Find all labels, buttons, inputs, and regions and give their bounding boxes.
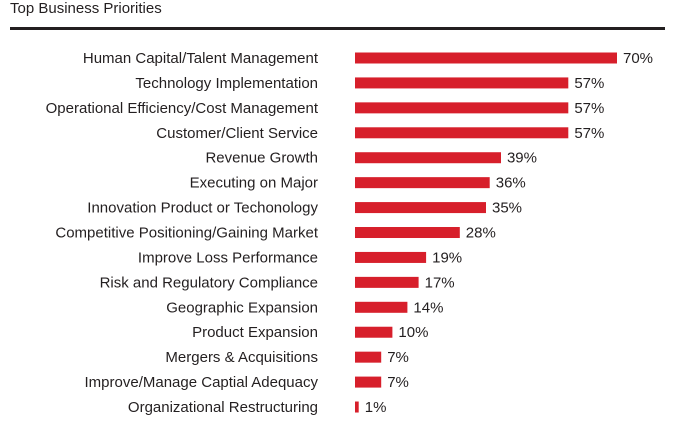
- category-label: Improve/Manage Captial Adequacy: [85, 374, 319, 391]
- value-label: 57%: [574, 125, 604, 142]
- category-label: Operational Efficiency/Cost Management: [46, 100, 319, 117]
- bar: [355, 77, 569, 89]
- category-label: Mergers & Acquisitions: [165, 349, 318, 366]
- category-label: Improve Loss Performance: [138, 249, 318, 266]
- bar: [355, 52, 617, 64]
- category-label: Competitive Positioning/Gaining Market: [55, 225, 318, 242]
- value-label: 19%: [432, 249, 462, 266]
- bar: [355, 251, 427, 263]
- bar: [355, 152, 501, 164]
- value-label: 1%: [365, 399, 387, 416]
- value-label: 14%: [413, 299, 443, 316]
- value-label: 7%: [387, 374, 409, 391]
- category-label: Technology Implementation: [135, 75, 318, 92]
- value-label: 35%: [492, 200, 522, 217]
- category-label: Innovation Product or Techonology: [87, 200, 318, 217]
- category-label: Geographic Expansion: [166, 299, 318, 316]
- category-label: Risk and Regulatory Compliance: [100, 274, 318, 291]
- value-label: 57%: [574, 75, 604, 92]
- bar: [355, 227, 460, 239]
- bar: [355, 202, 486, 214]
- bar: [355, 301, 408, 313]
- value-label: 28%: [466, 225, 496, 242]
- value-label: 17%: [425, 274, 455, 291]
- bar: [355, 376, 382, 388]
- value-label: 57%: [574, 100, 604, 117]
- category-label: Product Expansion: [192, 324, 318, 341]
- value-label: 39%: [507, 150, 537, 167]
- category-label: Human Capital/Talent Management: [83, 50, 319, 67]
- bar: [355, 127, 569, 139]
- category-label: Executing on Major: [190, 175, 318, 192]
- value-label: 7%: [387, 349, 409, 366]
- bar: [355, 276, 419, 288]
- bar: [355, 177, 490, 189]
- title-divider: [10, 27, 665, 30]
- value-label: 70%: [623, 50, 653, 67]
- value-label: 10%: [398, 324, 428, 341]
- category-label: Revenue Growth: [205, 150, 318, 167]
- category-label: Organizational Restructuring: [128, 399, 318, 416]
- bar: [355, 351, 382, 363]
- value-label: 36%: [496, 175, 526, 192]
- bar: [355, 401, 359, 413]
- bar: [355, 326, 393, 338]
- category-label: Customer/Client Service: [156, 125, 318, 142]
- chart-title: Top Business Priorities: [10, 0, 162, 17]
- bar: [355, 102, 569, 114]
